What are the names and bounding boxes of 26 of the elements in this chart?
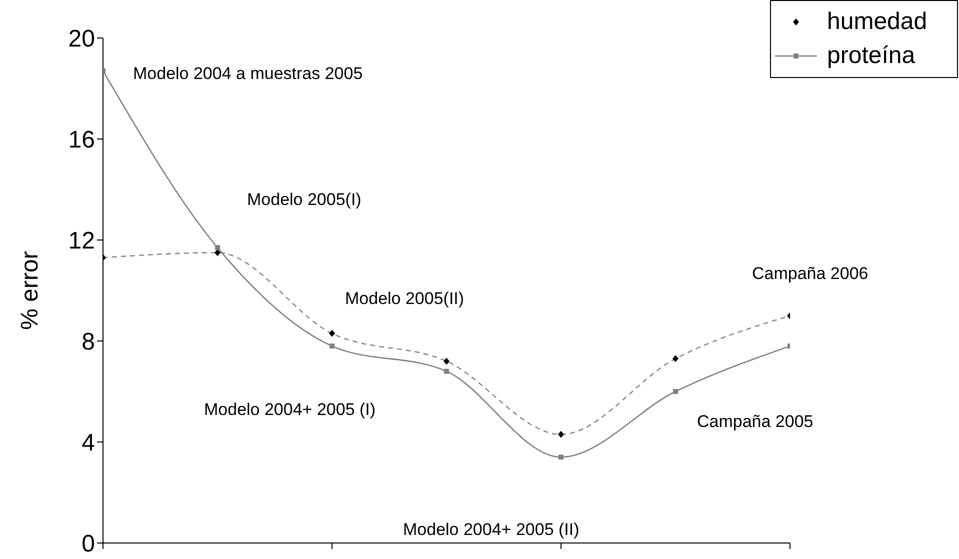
- annotation: Campaña 2005: [697, 412, 814, 432]
- point: [444, 368, 449, 374]
- legend-label: proteína: [827, 42, 916, 70]
- y-tick-label: 8: [82, 328, 95, 356]
- annotation: Modelo 2004+ 2005 (II): [403, 520, 580, 540]
- point: [558, 430, 564, 438]
- point: [214, 249, 220, 256]
- y-tick-label: 16: [68, 126, 95, 154]
- y-axis-title: % error: [16, 251, 44, 330]
- y-tick-label: 12: [68, 228, 95, 255]
- annotation: Modelo 2004 a muestras 2005: [133, 64, 363, 84]
- point: [330, 344, 334, 349]
- point: [329, 330, 335, 337]
- annotation: Campaña 2006: [752, 264, 868, 284]
- point: [672, 355, 678, 362]
- point: [673, 389, 678, 394]
- annotation: Modelo 2005(II): [345, 289, 464, 309]
- point: [215, 245, 220, 250]
- point: [444, 358, 450, 365]
- y-tick-label: 20: [68, 26, 95, 53]
- point: [558, 454, 564, 460]
- legend-label: humedad: [827, 8, 928, 36]
- y-tick-label: 0: [82, 530, 95, 558]
- y-tick-label: 4: [82, 430, 95, 457]
- annotation: Modelo 2005(I): [247, 190, 362, 210]
- annotation: Modelo 2004+ 2005 (I): [204, 400, 376, 420]
